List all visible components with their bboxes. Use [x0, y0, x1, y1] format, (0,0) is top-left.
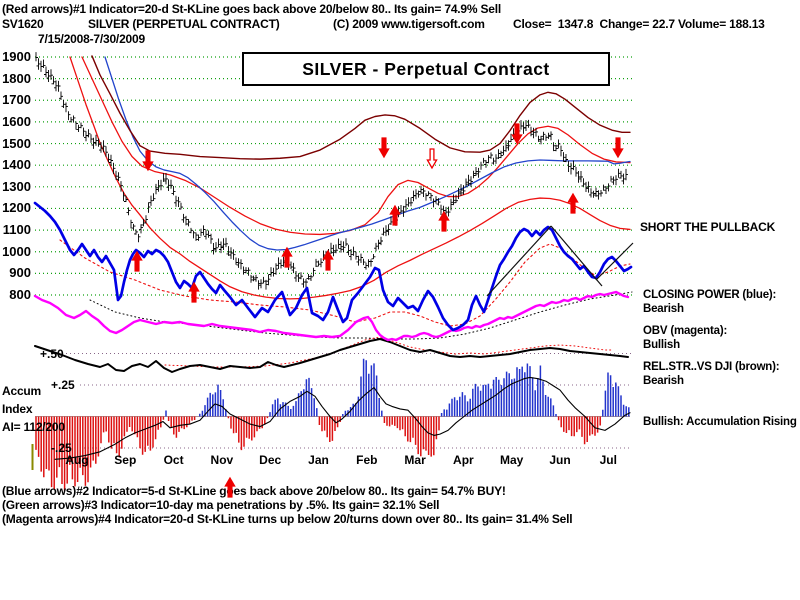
- price-label-800: 800: [9, 287, 31, 302]
- month-label-aug: Aug: [65, 453, 89, 467]
- indicator4-summary: (Magenta arrows)#4 Indicator=20-d St-KLi…: [2, 512, 573, 526]
- price-label-1400: 1400: [2, 157, 31, 173]
- copyright: (C) 2009 www.tigersoft.com: [333, 17, 485, 31]
- price-label-1900: 1900: [2, 49, 31, 64]
- price-label-1800: 1800: [2, 70, 31, 86]
- accum-scale-plus25: +.25: [51, 378, 75, 392]
- price-label-1600: 1600: [2, 113, 31, 129]
- month-label-may: May: [500, 453, 524, 467]
- lower-band-red: [69, 56, 631, 300]
- price-label-1100: 1100: [2, 222, 31, 238]
- price-gridlines: [35, 56, 632, 296]
- month-label-jun: Jun: [549, 453, 571, 467]
- month-label-apr: Apr: [453, 453, 474, 467]
- month-label-sep: Sep: [114, 453, 137, 467]
- accum-scale-plus50: +.50: [40, 347, 64, 361]
- trendlines: [486, 225, 634, 297]
- obv-line: [33, 290, 630, 342]
- month-label-dec: Dec: [259, 453, 282, 467]
- ma-blue-line: [104, 56, 631, 251]
- accum-histogram: [35, 358, 630, 491]
- accum-label-1: Accum: [2, 384, 42, 398]
- relstr-label: REL.STR..VS DJI (brown):: [643, 361, 780, 373]
- month-label-feb: Feb: [356, 453, 378, 467]
- accum-scale-minus25: -.25: [51, 441, 72, 455]
- obv-status: Bullish: [643, 339, 680, 351]
- closing-power-label: CLOSING POWER (blue):: [643, 289, 777, 301]
- quote-line: Close= 1347.8 Change= 22.7 Volume= 188.1…: [513, 17, 765, 31]
- relstr-status: Bearish: [643, 375, 684, 387]
- price-label-1200: 1200: [2, 200, 31, 216]
- price-bars: [35, 52, 628, 290]
- upper-band-red: [81, 56, 631, 236]
- trade-call: SHORT THE PULLBACK: [640, 220, 776, 234]
- obv-label: OBV (magenta):: [643, 325, 728, 337]
- relstr-line: [34, 338, 629, 373]
- price-label-1000: 1000: [2, 243, 31, 259]
- accum-ai-value: AI= 112/200: [2, 420, 65, 434]
- closing-power-status: Bearish: [643, 303, 684, 315]
- accum-label-2: Index: [2, 402, 33, 416]
- closing-power-line: [33, 201, 633, 332]
- month-label-mar: Mar: [404, 453, 426, 467]
- price-label-1300: 1300: [2, 178, 31, 194]
- symbol-code: SV1620: [2, 17, 44, 31]
- indicator2-summary: (Blue arrows)#2 Indicator=5-d St-KLine g…: [2, 484, 506, 498]
- accum-ma-line: [54, 376, 631, 460]
- instrument-name: SILVER (PERPETUAL CONTRACT): [88, 17, 280, 31]
- indicator1-summary: (Red arrows)#1 Indicator=20-d St-KLine g…: [2, 2, 502, 16]
- month-label-jul: Jul: [599, 453, 617, 467]
- month-label-oct: Oct: [163, 453, 184, 467]
- price-label-900: 900: [9, 265, 31, 281]
- price-label-1500: 1500: [2, 135, 31, 151]
- chart-title: SILVER - Perpetual Contract: [242, 52, 610, 86]
- date-range: 7/15/2008-7/30/2009: [38, 32, 145, 46]
- price-label-1700: 1700: [2, 92, 31, 108]
- month-label-jan: Jan: [308, 453, 329, 467]
- accum-status: Bullish: Accumulation Rising: [643, 416, 797, 428]
- month-label-nov: Nov: [210, 453, 234, 467]
- indicator3-summary: (Green arrows)#3 Indicator=10-day ma pen…: [2, 498, 440, 512]
- obv-ma-dotted: [89, 291, 633, 340]
- upper-band-dark: [91, 55, 631, 160]
